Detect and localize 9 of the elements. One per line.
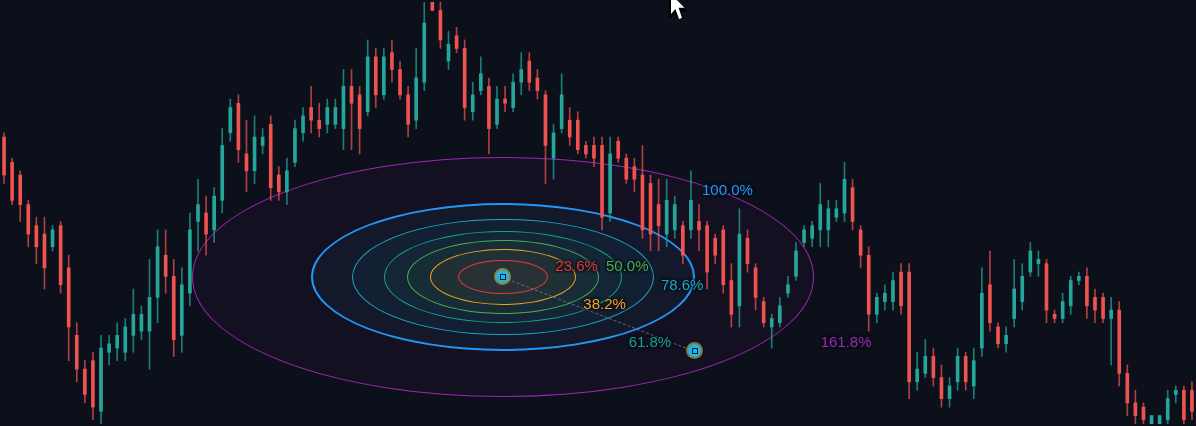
annotation: 38.2%	[583, 294, 626, 312]
annotation: 61.8%	[628, 332, 672, 350]
candlestick	[697, 204, 701, 252]
annotation: 50.0%	[606, 256, 649, 274]
annotation: 100.0%	[702, 180, 753, 198]
candlestick	[503, 86, 507, 113]
candlestick	[1109, 297, 1113, 366]
annotation: 161.8%	[820, 332, 872, 350]
candlestick	[196, 178, 200, 252]
